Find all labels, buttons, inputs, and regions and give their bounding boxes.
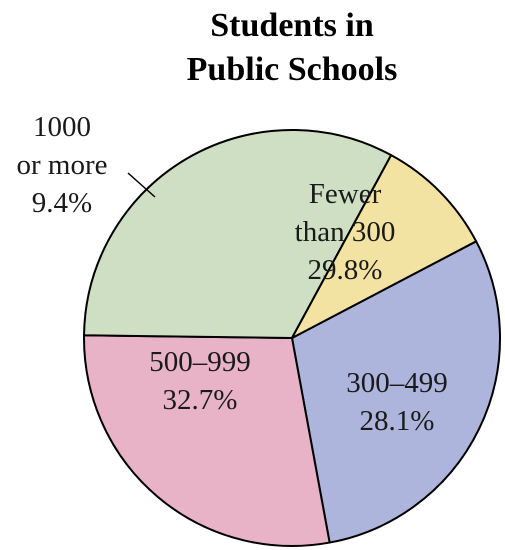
slice-label: Fewer than 300 29.8% <box>295 178 396 286</box>
pie-slice <box>83 334 331 547</box>
chart-title-line-2: Public Schools <box>186 51 398 88</box>
slice-label: 500–999 32.7% <box>149 346 251 416</box>
slice-category-label: than 300 <box>295 216 396 248</box>
slice-category-label: Fewer <box>309 178 382 210</box>
slice-value-label: 32.7% <box>163 384 238 416</box>
pie-slice <box>291 154 478 339</box>
pie-slices <box>83 129 501 547</box>
slice-value-label: 9.4% <box>32 187 92 219</box>
chart-title-line-1: Students in <box>210 7 374 44</box>
leader-line <box>127 172 156 198</box>
pie-slice <box>83 129 393 339</box>
chart-title: Students in Public Schools <box>0 4 505 92</box>
slice-label: 300–499 28.1% <box>346 367 448 437</box>
pie-labels: Fewer than 300 29.8% 300–499 28.1% 500–999 32.… <box>17 111 448 437</box>
slice-category-label: 500–999 <box>149 346 251 378</box>
slice-value-label: 28.1% <box>360 405 435 437</box>
slice-category-label: 300–499 <box>346 367 448 399</box>
pie-slice <box>291 240 501 544</box>
slice-category-label: 1000 <box>33 111 91 143</box>
slice-category-label: or more <box>17 149 108 181</box>
slice-label: 1000 or more 9.4% <box>17 111 108 219</box>
slice-value-label: 29.8% <box>308 254 383 286</box>
